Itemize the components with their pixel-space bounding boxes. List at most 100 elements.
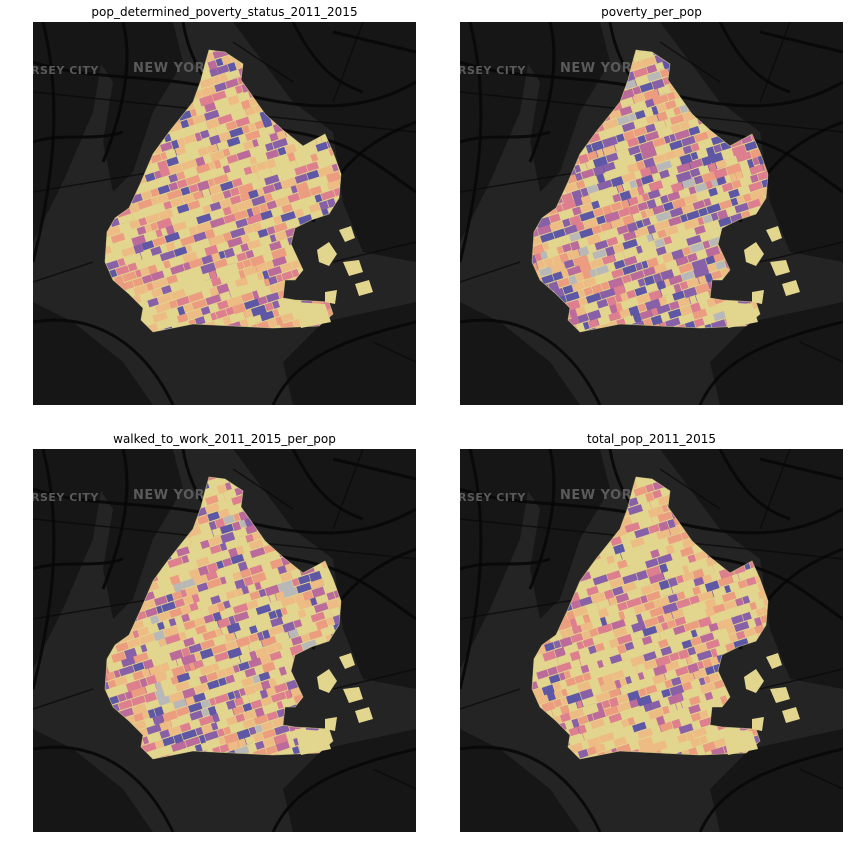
tract xyxy=(669,133,677,142)
tract xyxy=(150,246,163,256)
tract xyxy=(176,706,190,717)
tract xyxy=(608,596,618,606)
map-panel-3: walked_to_work_2011_2015_per_pop RSEY CI… xyxy=(33,427,416,832)
tract xyxy=(232,664,240,673)
tract xyxy=(225,574,234,583)
tract xyxy=(194,651,202,661)
tract xyxy=(235,593,252,605)
tract xyxy=(674,616,687,627)
tract xyxy=(689,167,701,178)
map-title: total_pop_2011_2015 xyxy=(586,432,717,446)
tract xyxy=(641,712,650,721)
tract xyxy=(189,258,203,269)
tract xyxy=(326,591,336,601)
tract xyxy=(604,705,618,717)
tract xyxy=(238,687,246,697)
tract xyxy=(194,617,206,627)
tract xyxy=(185,628,197,638)
tract xyxy=(712,697,722,707)
tract xyxy=(168,163,183,175)
tract xyxy=(568,708,585,720)
tract xyxy=(139,633,155,645)
tract xyxy=(238,134,247,144)
choropleth-map: RSEY CITY NEW YORK xyxy=(33,449,416,832)
tract xyxy=(560,688,568,697)
tract xyxy=(171,207,179,216)
tract xyxy=(247,583,257,593)
tract xyxy=(668,166,679,176)
tract xyxy=(260,310,275,322)
tract xyxy=(692,199,706,211)
tract xyxy=(536,669,549,680)
tract xyxy=(193,692,206,703)
tract xyxy=(314,194,323,203)
tract xyxy=(241,292,254,303)
tract xyxy=(664,669,677,680)
tract xyxy=(735,597,744,607)
tract xyxy=(635,477,649,488)
tract xyxy=(229,287,244,298)
tract xyxy=(142,316,154,326)
tract xyxy=(617,693,629,704)
tract xyxy=(617,559,628,570)
tract xyxy=(704,220,720,232)
tract xyxy=(637,303,647,313)
tract xyxy=(245,130,261,142)
tract xyxy=(540,251,549,260)
tract xyxy=(665,241,681,253)
tract xyxy=(633,486,648,497)
tract xyxy=(750,174,759,183)
tract xyxy=(558,672,566,681)
tract xyxy=(195,727,204,736)
tract xyxy=(692,586,702,596)
tract xyxy=(181,554,190,564)
tract xyxy=(682,681,693,691)
tract xyxy=(635,252,649,263)
tract xyxy=(211,277,222,287)
tract xyxy=(562,284,574,295)
tract xyxy=(688,687,702,698)
tract xyxy=(248,189,259,199)
tract xyxy=(658,296,668,306)
tract xyxy=(281,312,295,323)
tract xyxy=(152,236,167,247)
tract xyxy=(602,118,619,130)
tract xyxy=(242,702,253,712)
tract xyxy=(242,718,256,729)
tract xyxy=(580,202,593,213)
tract xyxy=(161,601,176,613)
tract xyxy=(682,145,693,155)
tract xyxy=(258,588,267,598)
tract xyxy=(135,269,143,278)
tract xyxy=(587,746,597,756)
tract xyxy=(704,691,714,701)
tract xyxy=(281,615,289,624)
tract xyxy=(195,105,207,116)
tract xyxy=(272,256,287,267)
tract xyxy=(670,676,682,687)
tract xyxy=(259,577,275,589)
map-title: poverty_per_pop xyxy=(601,5,702,19)
tract xyxy=(155,203,165,213)
tract xyxy=(225,306,235,316)
tract xyxy=(649,572,665,584)
tract xyxy=(703,314,715,325)
tract xyxy=(187,149,200,160)
tract xyxy=(619,677,627,686)
tract xyxy=(689,158,703,170)
tract xyxy=(266,711,279,721)
tract xyxy=(656,160,672,172)
tract xyxy=(619,105,633,116)
tract xyxy=(637,135,647,144)
tract xyxy=(242,140,254,151)
tract xyxy=(612,727,628,739)
tract xyxy=(222,164,231,174)
tract xyxy=(681,690,691,700)
tract xyxy=(262,702,279,714)
tract xyxy=(641,635,653,646)
tract xyxy=(256,144,267,155)
tract xyxy=(721,182,734,193)
tract xyxy=(684,193,698,205)
tract xyxy=(228,503,243,515)
tract xyxy=(580,168,595,180)
